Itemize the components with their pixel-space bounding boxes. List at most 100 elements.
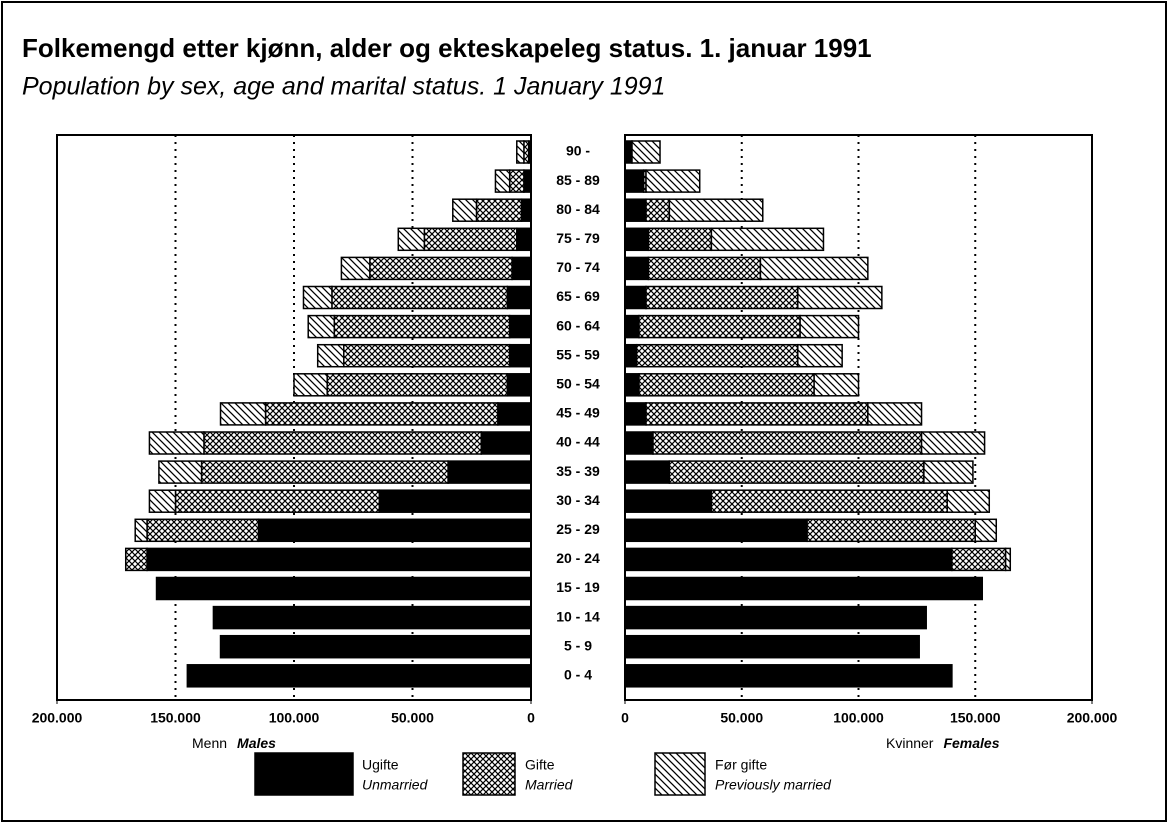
- x-tick-label: 0: [621, 710, 629, 726]
- legend-label-en: Previously married: [715, 777, 832, 793]
- bar-segment: [638, 373, 815, 397]
- bar-segment: [624, 198, 647, 222]
- x-tick-label: 100.000: [833, 710, 884, 726]
- bar-segment: [624, 343, 638, 368]
- bar-segment: [331, 285, 509, 310]
- category-label: 30 - 34: [556, 492, 600, 508]
- x-tick-label: 200.000: [32, 710, 83, 726]
- bar-segment: [624, 547, 953, 572]
- bar-segment: [219, 634, 532, 659]
- category-label: 90 -: [566, 143, 590, 159]
- plot: 0 - 4 5 - 9 10 - 14 15 - 19 20 - 24 25 - 29 30…: [32, 134, 1118, 796]
- bar-segment: [212, 605, 532, 630]
- bar-segment: [710, 489, 948, 513]
- bar-segment: [134, 518, 148, 543]
- chart-subtitle: Population by sex, age and marital statu…: [22, 73, 665, 101]
- category-label: 25 - 29: [556, 521, 600, 537]
- category-label: 45 - 49: [556, 405, 600, 421]
- bar-segment: [920, 431, 986, 455]
- legend-label: Gifte: [525, 757, 555, 773]
- category-label: 35 - 39: [556, 463, 600, 479]
- bar-segment: [447, 460, 532, 484]
- bar-segment: [511, 256, 532, 281]
- category-label: 0 - 4: [564, 667, 592, 683]
- bar-segment: [645, 402, 869, 426]
- legend-label: Ugifte: [362, 757, 399, 773]
- bar-segment: [668, 460, 925, 484]
- bar-segment: [624, 576, 984, 601]
- bar-segment: [333, 314, 511, 339]
- bar-segment: [923, 460, 974, 484]
- legend-swatch: [462, 752, 516, 796]
- bar-segment: [506, 285, 532, 310]
- bar-segment: [520, 198, 532, 222]
- bar-segment: [516, 140, 525, 164]
- bar-segment: [155, 576, 532, 601]
- bar-segment: [508, 314, 532, 339]
- bar-segment: [759, 256, 869, 281]
- bar-segment: [624, 605, 927, 630]
- bar-segment: [174, 489, 381, 513]
- bar-segment: [624, 460, 671, 484]
- bar-segment: [797, 343, 843, 368]
- bar-segment: [264, 402, 499, 426]
- bar-segment: [624, 634, 920, 659]
- bar-segment: [813, 373, 860, 397]
- bar-segment: [645, 285, 799, 310]
- bar-segment: [378, 489, 532, 513]
- bar-segment: [506, 373, 532, 397]
- bar-segment: [452, 198, 478, 222]
- chart-title: Folkemengd etter kjønn, alder og ekteska…: [22, 33, 872, 63]
- bar-segment: [497, 402, 532, 426]
- category-label: 15 - 19: [556, 579, 600, 595]
- bar-segment: [523, 169, 532, 193]
- bar-segment: [638, 314, 801, 339]
- bar-segment: [635, 343, 799, 368]
- bar-segment: [293, 373, 328, 397]
- bar-segment: [624, 402, 647, 426]
- bar-segment: [307, 314, 336, 339]
- panel-label-en: Females: [943, 735, 999, 751]
- bar-segment: [148, 431, 205, 455]
- bar-segment: [951, 547, 1007, 572]
- legend-label-en: Married: [525, 777, 574, 793]
- bar-segment: [1004, 547, 1012, 572]
- bar-segment: [516, 227, 532, 252]
- bar-segment: [397, 227, 426, 252]
- bar-segment: [480, 431, 532, 455]
- x-tick-label: 0: [527, 710, 535, 726]
- bar-segment: [710, 227, 825, 252]
- bar-segment: [316, 343, 345, 368]
- bar-segment: [624, 518, 808, 543]
- category-label: 85 - 89: [556, 172, 600, 188]
- category-label: 20 - 24: [556, 550, 600, 566]
- bar-segment: [652, 431, 923, 455]
- bar-segment: [624, 489, 713, 513]
- bar-segment: [302, 285, 333, 310]
- bar-segment: [148, 489, 177, 513]
- bar-segment: [146, 547, 532, 572]
- bar-segment: [867, 402, 923, 426]
- bar-segment: [797, 285, 883, 310]
- x-tick-label: 200.000: [1067, 710, 1118, 726]
- category-label: 70 - 74: [556, 259, 600, 275]
- bar-segment: [200, 460, 449, 484]
- bar-segment: [974, 518, 998, 543]
- bar-segment: [806, 518, 976, 543]
- bar-segment: [340, 256, 371, 281]
- bar-segment: [645, 198, 671, 222]
- category-label: 80 - 84: [556, 201, 600, 217]
- bar-segment: [946, 489, 991, 513]
- bar-segment: [647, 256, 762, 281]
- bar-segment: [508, 343, 532, 368]
- bar-segment: [645, 169, 701, 193]
- category-label: 40 - 44: [556, 434, 600, 450]
- bar-segment: [624, 373, 640, 397]
- x-tick-label: 50.000: [391, 710, 434, 726]
- panel-label-no: Menn: [192, 735, 227, 751]
- bar-segment: [624, 314, 640, 339]
- legend-swatch: [254, 752, 354, 796]
- panel-label: Menn Males: [192, 735, 276, 751]
- panel-label: Kvinner Females: [886, 735, 1000, 751]
